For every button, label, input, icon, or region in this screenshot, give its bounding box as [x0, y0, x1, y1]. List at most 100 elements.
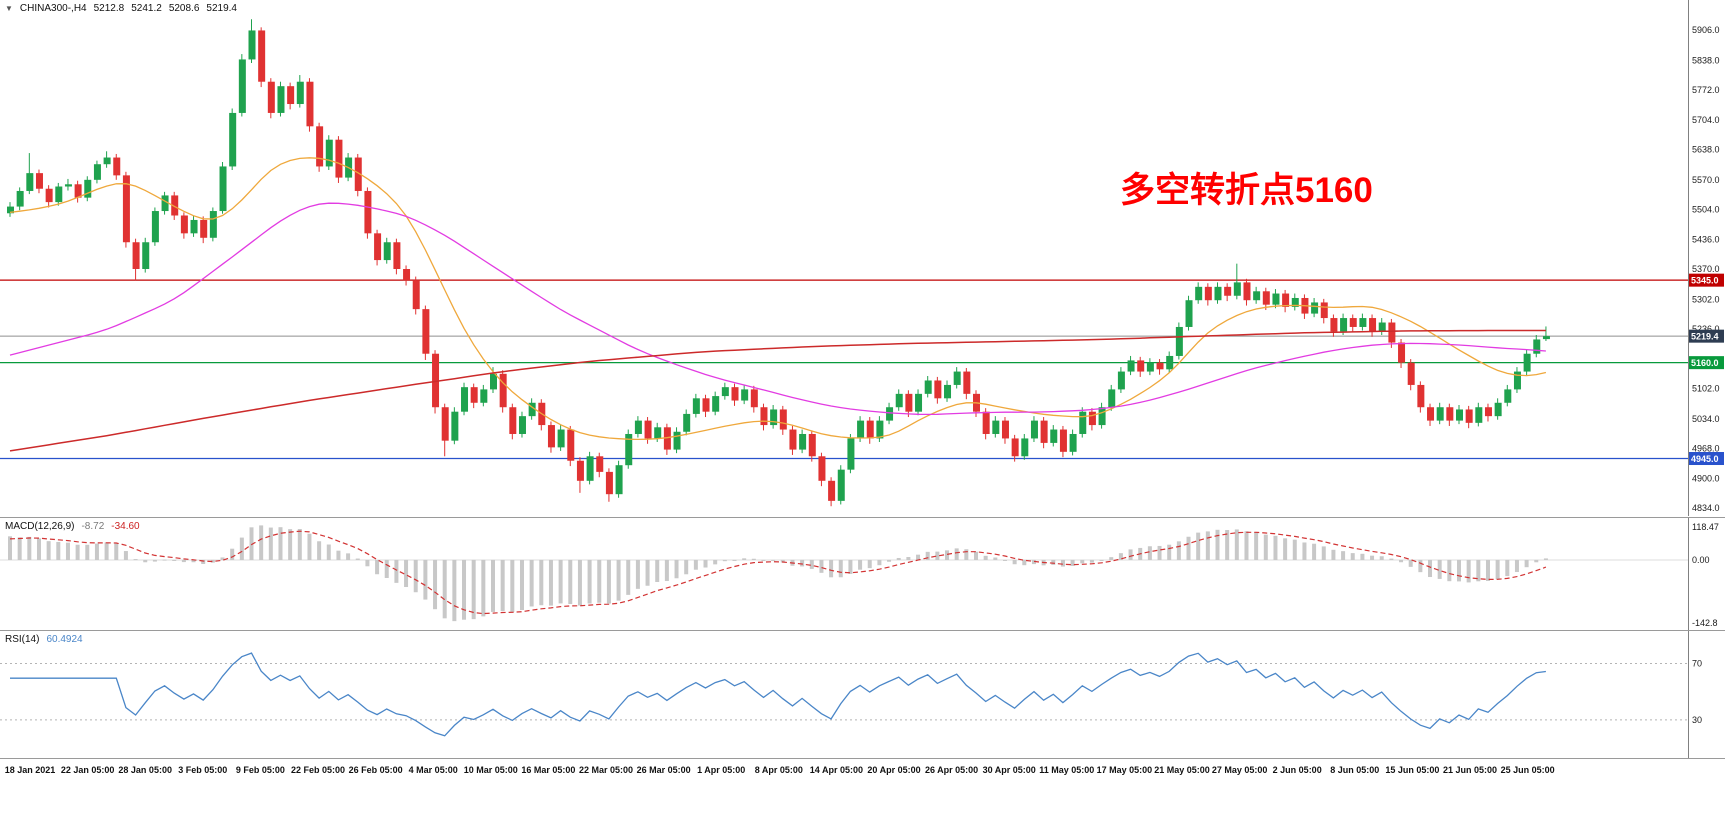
- macd-histogram-bar: [123, 551, 128, 560]
- candle-body: [625, 433, 633, 466]
- ohlc-high: 5241.2: [131, 3, 162, 14]
- macd-histogram-bar: [887, 559, 892, 562]
- candle-body: [1079, 411, 1087, 434]
- candle-body: [702, 398, 710, 412]
- price-pane[interactable]: 5906.0 5838.0 5772.0 5704.0 5638.0 5570.0 5504…: [0, 0, 1725, 516]
- candle-body: [490, 373, 497, 390]
- macd-histogram-bar: [635, 559, 640, 589]
- candle-body: [905, 393, 913, 412]
- candle-body: [1272, 293, 1280, 305]
- time-label: 9 Feb 05:00: [235, 765, 285, 775]
- candle-body: [866, 420, 874, 439]
- macd-histogram-bar: [365, 559, 370, 567]
- time-label: 18 Jan 2021: [4, 765, 56, 775]
- candle-body: [953, 371, 961, 385]
- candle-body: [180, 215, 188, 234]
- candle-body: [1175, 326, 1183, 356]
- time-label: 17 May 05:00: [1096, 765, 1153, 775]
- macd-histogram-bar: [655, 559, 660, 582]
- time-label: 8 Apr 05:00: [754, 765, 803, 775]
- rsi-line: [10, 652, 1546, 737]
- macd-histogram-bar: [1147, 546, 1152, 560]
- candle-body: [557, 429, 565, 448]
- candle-body: [1233, 282, 1241, 296]
- macd-histogram-bar: [1360, 553, 1365, 560]
- macd-histogram-bar: [597, 559, 602, 603]
- symbol-dropdown-icon[interactable]: ▼: [5, 4, 13, 13]
- macd-histogram-bar: [519, 559, 524, 611]
- candle-body: [982, 411, 990, 434]
- time-label: 22 Mar 05:00: [578, 765, 634, 775]
- candle-body: [1388, 322, 1396, 343]
- macd-histogram-bar: [577, 559, 582, 606]
- macd-histogram-bar: [935, 551, 940, 560]
- candle-body: [451, 411, 459, 441]
- macd-histogram-bar: [587, 559, 592, 604]
- macd-histogram-bar: [143, 559, 148, 563]
- macd-histogram-bar: [974, 551, 978, 560]
- time-label: 27 May 05:00: [1211, 765, 1268, 775]
- macd-chart-svg[interactable]: 118.47 0.00 -142.8: [0, 518, 1725, 630]
- candle-body: [7, 206, 14, 214]
- rsi-pane[interactable]: 70 30 RSI(14) 60.4924: [0, 630, 1725, 758]
- candle-body: [596, 456, 604, 472]
- macd-histogram-bar: [1128, 549, 1133, 560]
- candle-body: [605, 471, 613, 495]
- macd-histogram-bar: [548, 559, 553, 606]
- price-tick-label: 5436.0: [1692, 235, 1720, 245]
- macd-histogram-bar: [954, 548, 959, 560]
- macd-pane[interactable]: 118.47 0.00 -142.8 MACD(12,26,9) -8.72 -34.6…: [0, 517, 1725, 630]
- macd-histogram-bar: [742, 558, 747, 560]
- candle-body: [1262, 291, 1270, 305]
- candle-body: [229, 112, 237, 167]
- macd-histogram-bar: [442, 559, 447, 619]
- hline-price-label: 5160.0: [1691, 358, 1719, 368]
- macd-histogram-bar: [1292, 539, 1297, 560]
- candle-body: [277, 86, 285, 113]
- macd-histogram-bar: [568, 559, 573, 605]
- macd-histogram-bar: [1234, 529, 1239, 560]
- rsi-chart-svg[interactable]: 70 30: [0, 631, 1725, 758]
- macd-histogram-bar: [1002, 559, 1007, 561]
- macd-histogram-bar: [1167, 544, 1172, 560]
- macd-histogram-bar: [1176, 541, 1181, 560]
- candle-body: [103, 157, 111, 165]
- macd-histogram-bar: [867, 559, 872, 569]
- macd-histogram-bar: [626, 559, 631, 595]
- candle-body: [1214, 286, 1222, 301]
- time-label: 3 Feb 05:00: [178, 765, 228, 775]
- macd-histogram-bar: [877, 559, 882, 566]
- candle-body: [258, 30, 266, 82]
- time-label: 16 Mar 05:00: [521, 765, 576, 775]
- time-axis[interactable]: 18 Jan 2021 22 Jan 05:00 28 Jan 05:00 3 Feb…: [0, 758, 1725, 783]
- macd-histogram-bar: [539, 559, 544, 606]
- candle-body: [84, 179, 92, 198]
- price-tick-label: 5638.0: [1692, 145, 1720, 155]
- macd-histogram-bar: [1485, 559, 1490, 581]
- hline-price-label-bg: [1689, 273, 1724, 287]
- candle-body: [1465, 409, 1473, 423]
- time-label: 4 Mar 05:00: [408, 765, 458, 775]
- macd-histogram-bar: [346, 553, 351, 560]
- candle-body: [1050, 429, 1058, 443]
- macd-histogram-bar: [268, 527, 273, 560]
- current-price-label: 5219.4: [1691, 332, 1719, 342]
- macd-histogram-bar: [510, 559, 515, 612]
- macd-tick-label: 0.00: [1692, 555, 1710, 565]
- candle-body: [741, 389, 749, 401]
- macd-histogram-bar: [771, 559, 776, 561]
- annotation-text: 多空转折点5160: [1120, 171, 1373, 210]
- candle-body: [1456, 409, 1463, 421]
- candle-body: [325, 139, 333, 167]
- candle-body: [1282, 293, 1290, 307]
- macd-histogram-bar: [1418, 559, 1423, 573]
- price-tick-label: 5570.0: [1692, 175, 1720, 185]
- macd-histogram-bar: [1080, 559, 1085, 564]
- candle-body: [161, 195, 169, 212]
- hline-price-label-bg: [1689, 452, 1724, 466]
- candle-body: [171, 195, 179, 216]
- price-chart-svg[interactable]: 5906.0 5838.0 5772.0 5704.0 5638.0 5570.0 5504…: [0, 0, 1725, 516]
- candle-body: [55, 186, 63, 203]
- macd-histogram-bar: [500, 559, 505, 611]
- candle-body: [1098, 407, 1106, 426]
